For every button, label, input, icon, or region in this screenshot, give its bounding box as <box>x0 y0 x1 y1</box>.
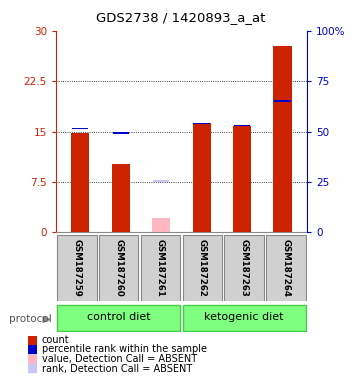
Bar <box>57 235 96 301</box>
Text: GSM187259: GSM187259 <box>72 239 81 297</box>
Text: GSM187264: GSM187264 <box>282 239 291 297</box>
Bar <box>183 235 222 301</box>
Bar <box>112 164 130 232</box>
Bar <box>234 125 250 126</box>
Text: GSM187262: GSM187262 <box>198 239 207 297</box>
Bar <box>141 235 180 301</box>
Bar <box>274 45 292 232</box>
Bar <box>225 235 264 301</box>
Bar <box>192 123 211 232</box>
Text: value, Detection Call = ABSENT: value, Detection Call = ABSENT <box>42 354 197 364</box>
Text: control diet: control diet <box>87 312 151 322</box>
Bar <box>233 126 251 232</box>
Bar <box>72 128 88 129</box>
Text: GSM187260: GSM187260 <box>114 239 123 297</box>
Text: count: count <box>42 335 69 345</box>
Bar <box>99 235 138 301</box>
Text: percentile rank within the sample: percentile rank within the sample <box>42 344 206 354</box>
Text: GSM187261: GSM187261 <box>156 239 165 297</box>
Bar <box>71 133 89 232</box>
Text: rank, Detection Call = ABSENT: rank, Detection Call = ABSENT <box>42 364 192 374</box>
Text: ■: ■ <box>27 362 38 375</box>
Bar <box>152 217 170 232</box>
Bar <box>266 235 306 301</box>
Bar <box>57 305 180 331</box>
Text: ■: ■ <box>27 353 38 366</box>
Text: protocol: protocol <box>9 314 52 324</box>
Text: GDS2738 / 1420893_a_at: GDS2738 / 1420893_a_at <box>96 11 265 24</box>
Text: GSM187263: GSM187263 <box>240 239 249 297</box>
Bar <box>183 305 306 331</box>
Text: ■: ■ <box>27 343 38 356</box>
Text: ketogenic diet: ketogenic diet <box>204 312 284 322</box>
Bar <box>274 101 291 102</box>
Bar <box>193 122 210 124</box>
Text: ■: ■ <box>27 333 38 346</box>
Bar <box>153 180 169 182</box>
Bar <box>113 132 129 134</box>
